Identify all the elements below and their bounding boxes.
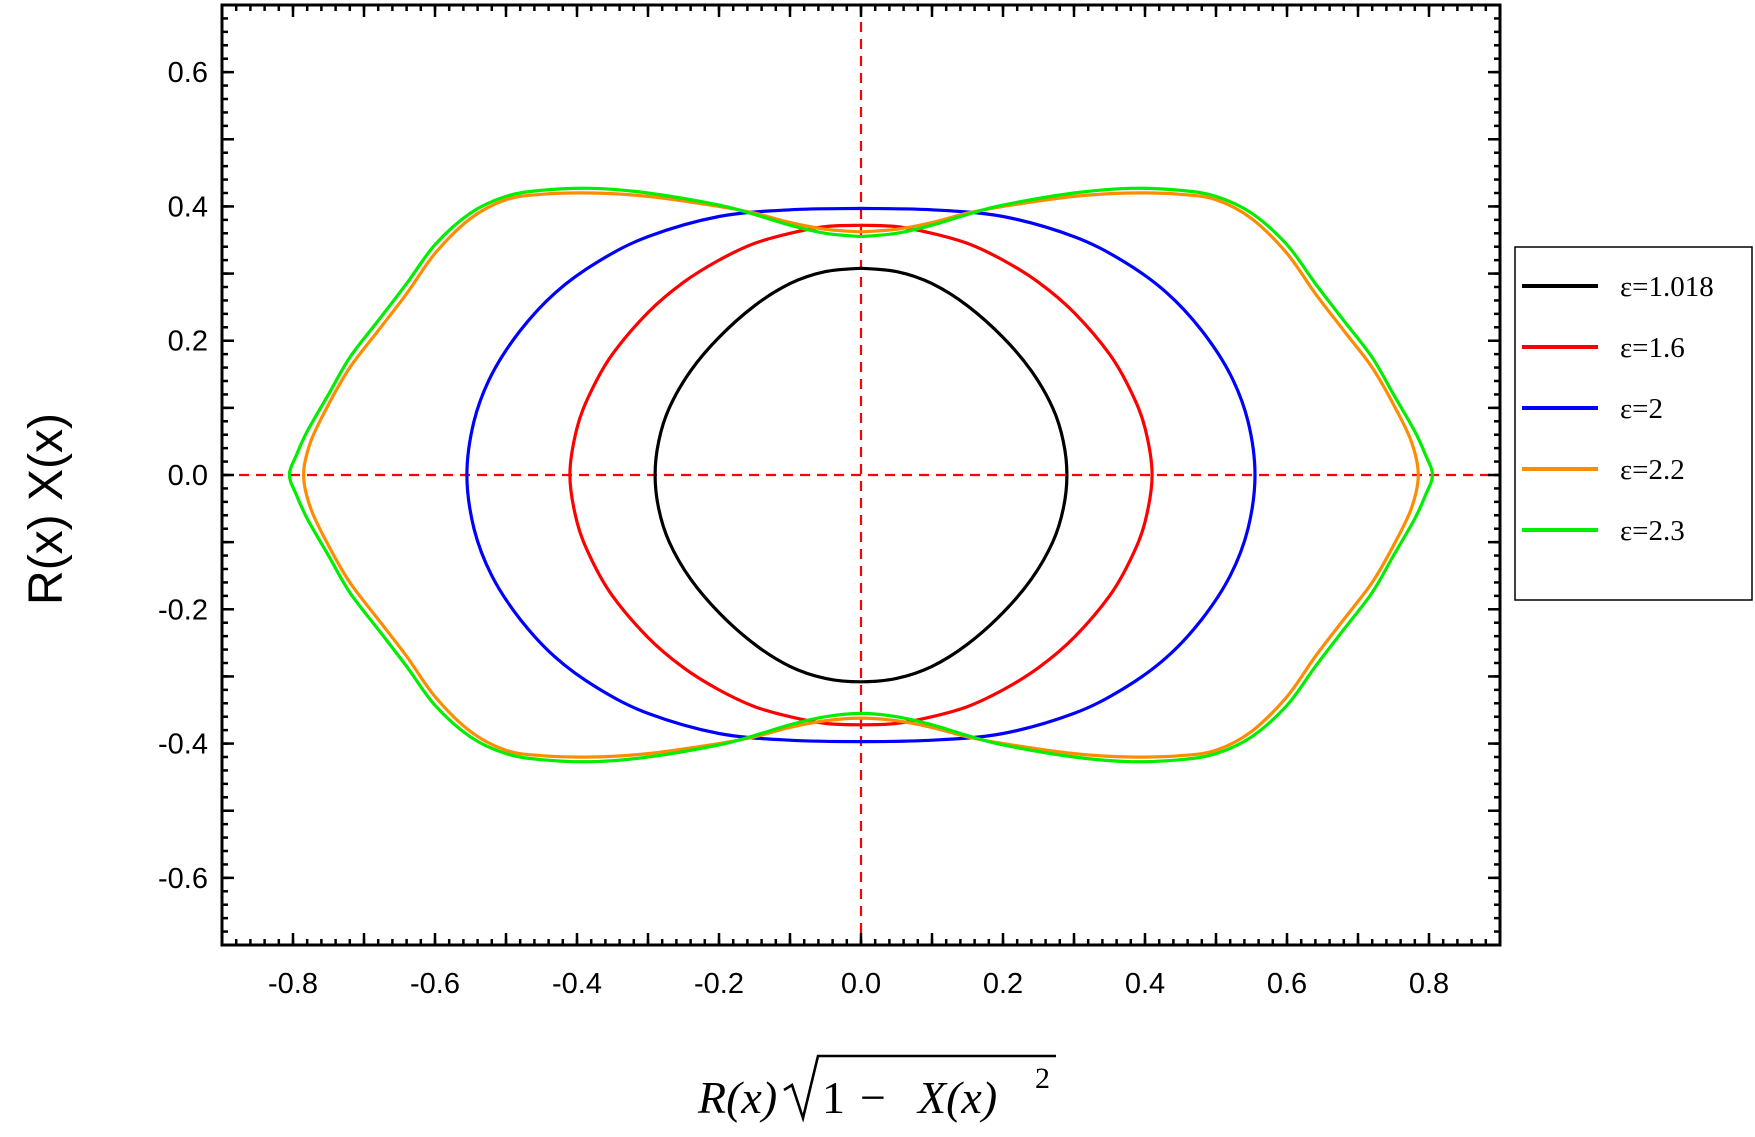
y-tick-label: 0.0 bbox=[168, 460, 208, 492]
legend-label: ε=1.6 bbox=[1620, 332, 1685, 364]
y-tick-label: -0.4 bbox=[158, 729, 208, 761]
legend-box bbox=[1514, 246, 1753, 601]
x-tick-label: -0.2 bbox=[694, 968, 744, 1000]
x-axis-label-exponent: 2 bbox=[1035, 1062, 1050, 1095]
x-tick-label: -0.8 bbox=[268, 968, 318, 1000]
series-curve bbox=[465, 206, 1257, 744]
series-curve bbox=[653, 266, 1069, 684]
series-curve bbox=[302, 191, 1420, 759]
y-tick-label: 0.2 bbox=[168, 326, 208, 358]
x-axis-label: R(x) 1 − X(x) 2 bbox=[697, 1054, 1056, 1123]
legend-label: ε=2.3 bbox=[1620, 515, 1685, 547]
legend: ε=1.018 ε=1.6 ε=2 ε=2.2 ε=2.3 bbox=[1514, 246, 1753, 601]
plot-frame bbox=[220, 3, 1502, 947]
series-curve bbox=[568, 223, 1154, 727]
legend-label: ε=2 bbox=[1620, 393, 1663, 425]
x-tick-label: 0.2 bbox=[983, 968, 1023, 1000]
x-axis-label-radical-sign bbox=[783, 1054, 1056, 1123]
x-axis-label-minus: − bbox=[860, 1072, 886, 1123]
x-tick-label: 0.6 bbox=[1267, 968, 1307, 1000]
series-layer bbox=[287, 186, 1435, 764]
x-tick-label: 0.0 bbox=[841, 968, 881, 1000]
x-axis-label-prefix: R(x) bbox=[697, 1072, 777, 1123]
y-tick-label: 0.4 bbox=[168, 191, 208, 223]
reference-lines bbox=[222, 5, 1500, 945]
x-axis-label-radicand-term: X(x) bbox=[916, 1072, 997, 1123]
y-tick-label: 0.6 bbox=[168, 57, 208, 89]
series-curve bbox=[287, 186, 1435, 764]
x-tick-label: 0.4 bbox=[1125, 968, 1165, 1000]
legend-label: ε=2.2 bbox=[1620, 454, 1685, 486]
x-axis-label-radicand-one: 1 bbox=[822, 1072, 845, 1123]
y-tick-label: -0.6 bbox=[158, 863, 208, 895]
x-tick-labels: -0.8 -0.6 -0.4 -0.2 0.0 0.2 0.4 0.6 0.8 bbox=[268, 968, 1449, 1000]
y-tick-label: -0.2 bbox=[158, 594, 208, 626]
legend-label: ε=1.018 bbox=[1620, 271, 1714, 303]
y-axis-label: R(x) X(x) bbox=[20, 413, 73, 605]
x-tick-label: 0.8 bbox=[1409, 968, 1449, 1000]
x-tick-label: -0.6 bbox=[410, 968, 460, 1000]
y-tick-labels: -0.6 -0.4 -0.2 0.0 0.2 0.4 0.6 bbox=[158, 57, 208, 895]
x-tick-label: -0.4 bbox=[552, 968, 602, 1000]
